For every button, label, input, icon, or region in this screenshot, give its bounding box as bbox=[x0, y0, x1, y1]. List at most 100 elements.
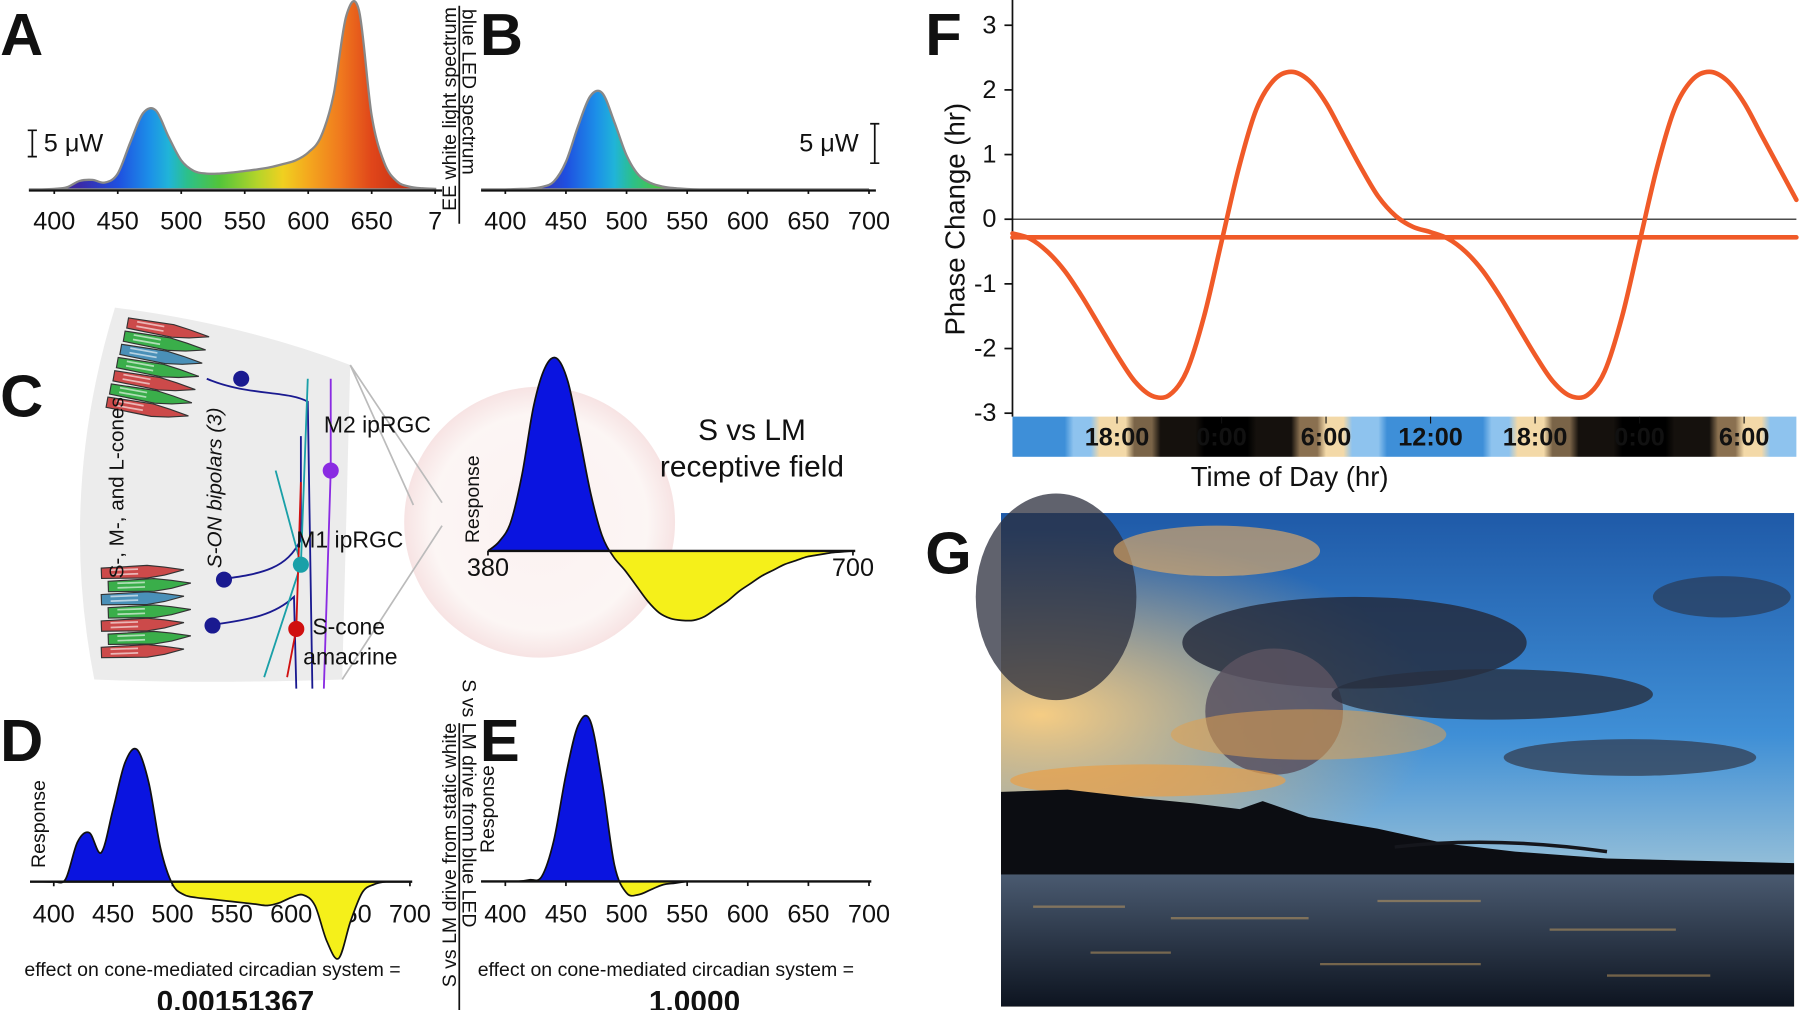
cone bbox=[115, 356, 199, 379]
y-tick-label: 0 bbox=[982, 205, 996, 233]
x-tick-label: 700 bbox=[848, 208, 890, 236]
x-tick-label: 450 bbox=[545, 208, 587, 236]
x-tick-label: 450 bbox=[545, 901, 587, 929]
cone bbox=[100, 564, 185, 580]
neuron bbox=[206, 377, 314, 689]
x-tick-label: 12:00 bbox=[1398, 423, 1463, 451]
cone bbox=[100, 643, 185, 659]
neuron bbox=[322, 378, 332, 689]
soma bbox=[288, 620, 305, 637]
cloud bbox=[975, 493, 1137, 701]
x-tick-label: 500 bbox=[160, 208, 202, 236]
x-tick-label: 700 bbox=[389, 901, 431, 929]
x-tick-label: 7 bbox=[428, 208, 442, 236]
soma bbox=[322, 462, 339, 479]
cone-stripe bbox=[115, 400, 144, 412]
cloud bbox=[1113, 525, 1321, 577]
x-tick-label: 400 bbox=[484, 901, 526, 929]
cone-stripe bbox=[119, 386, 148, 398]
cloud bbox=[1331, 669, 1653, 720]
x-tick-label: 600 bbox=[727, 901, 769, 929]
scale-bar bbox=[870, 122, 880, 165]
x-tick-label: 500 bbox=[605, 901, 647, 929]
side-label: EE white light spectrum bbox=[439, 7, 461, 211]
diagram-label: S-ON bipolars (3) bbox=[203, 407, 226, 568]
x-tick-label: 450 bbox=[97, 208, 139, 236]
soma bbox=[215, 571, 233, 588]
series-line bbox=[1010, 69, 1799, 401]
cloud bbox=[1170, 709, 1447, 760]
neuron bbox=[206, 594, 298, 689]
x-tick-label: 400 bbox=[484, 208, 526, 236]
diagram-label: S-cone bbox=[312, 614, 385, 640]
panel-label: D bbox=[0, 707, 43, 774]
positive-area bbox=[481, 715, 870, 882]
cone-body bbox=[107, 630, 192, 646]
cone-stripe bbox=[110, 594, 139, 602]
cone-body bbox=[107, 604, 192, 619]
panel-label: C bbox=[0, 362, 43, 429]
response-curve bbox=[30, 747, 410, 960]
side-label: S vs LM drive from blue LED bbox=[457, 679, 479, 927]
y-tick-label: -3 bbox=[974, 399, 996, 427]
note: effect on cone-mediated circadian system… bbox=[478, 959, 854, 981]
panel-label: B bbox=[480, 1, 523, 68]
soma bbox=[233, 370, 250, 387]
water bbox=[1001, 874, 1795, 1007]
bridge bbox=[1394, 840, 1608, 854]
cone bbox=[122, 330, 206, 352]
x-tick-label: 700 bbox=[832, 554, 874, 582]
scale-bar bbox=[27, 129, 37, 158]
x-tick-label: 650 bbox=[351, 208, 393, 236]
soma bbox=[292, 556, 309, 573]
neuron bbox=[263, 378, 309, 678]
cloud bbox=[1503, 739, 1757, 776]
chart-title: receptive field bbox=[660, 451, 844, 484]
cone-stripe bbox=[125, 360, 155, 372]
y-tick-label: -1 bbox=[974, 270, 996, 298]
result: 1.0000 bbox=[649, 985, 740, 1010]
cone bbox=[107, 630, 192, 646]
x-tick-label: 500 bbox=[605, 208, 647, 236]
negative-area bbox=[487, 550, 853, 621]
soma bbox=[204, 617, 221, 634]
cone bbox=[107, 577, 192, 593]
x-tick-label: 0:00 bbox=[1614, 423, 1665, 451]
shoreline bbox=[1001, 789, 1795, 875]
cone-stripe bbox=[110, 647, 139, 655]
cone-stripe bbox=[129, 347, 158, 359]
cone bbox=[126, 317, 210, 339]
y-tick-label: 1 bbox=[982, 141, 996, 169]
neurons bbox=[100, 317, 339, 689]
cone-stripe bbox=[117, 581, 146, 589]
cone-stripe bbox=[110, 568, 139, 576]
cone bbox=[107, 604, 192, 619]
cone bbox=[112, 370, 196, 392]
cone-stripe bbox=[110, 621, 139, 629]
x-tick-label: 450 bbox=[92, 901, 134, 929]
diagram-label: M1 ipRGC bbox=[296, 526, 403, 552]
cone-stripe bbox=[122, 373, 151, 385]
side-label: S vs LM drive from static white bbox=[439, 723, 461, 987]
x-tick-label: 550 bbox=[224, 208, 266, 236]
x-tick-label: 550 bbox=[666, 901, 708, 929]
y-axis-label: Response bbox=[462, 455, 484, 543]
response-curve bbox=[487, 356, 854, 622]
time-of-day-bar bbox=[1012, 416, 1797, 457]
water-glint bbox=[1033, 899, 1711, 977]
cone-body bbox=[100, 643, 185, 659]
cone bbox=[100, 617, 185, 632]
x-tick-label: 550 bbox=[666, 208, 708, 236]
positive-area bbox=[53, 748, 399, 882]
photo bbox=[975, 493, 1795, 1007]
x-tick-label: 600 bbox=[287, 208, 329, 236]
y-axis-label: Response bbox=[28, 780, 50, 868]
y-axis-label: Response bbox=[477, 765, 499, 853]
x-axis-label: Time of Day (hr) bbox=[1191, 461, 1389, 492]
x-tick-label: 650 bbox=[787, 208, 829, 236]
x-tick-label: 18:00 bbox=[1085, 423, 1150, 451]
side-label: blue LED spectrum bbox=[457, 9, 479, 175]
x-tick-label: 500 bbox=[151, 901, 193, 929]
x-tick-label: 400 bbox=[33, 901, 75, 929]
